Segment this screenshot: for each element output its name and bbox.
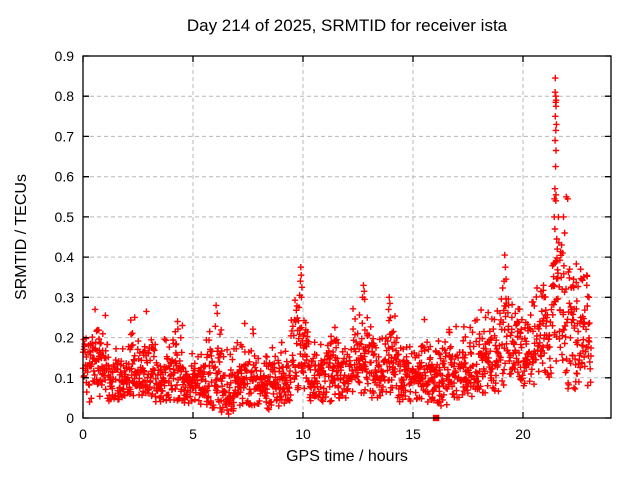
x-tick-label: 5 — [189, 426, 197, 442]
x-axis-label: GPS time / hours — [286, 448, 408, 465]
y-tick-label: 0.1 — [55, 370, 75, 386]
y-tick-label: 0.6 — [55, 169, 75, 185]
y-tick-label: 0.8 — [55, 88, 75, 104]
tick-path — [82, 55, 611, 419]
scatter-marker-path — [79, 74, 595, 418]
y-tick-label: 0.9 — [55, 48, 75, 64]
axes-border — [82, 55, 612, 419]
plot-border — [82, 55, 612, 419]
data-points — [79, 74, 595, 422]
x-tick-label: 0 — [79, 426, 87, 442]
y-tick-label: 0.5 — [55, 209, 75, 225]
y-tick-label: 0.4 — [55, 249, 75, 265]
tick-marks — [82, 55, 611, 419]
y-tick-label: 0 — [66, 410, 74, 426]
y-tick-label: 0.2 — [55, 330, 75, 346]
y-tick-label: 0.7 — [55, 128, 75, 144]
x-tick-label: 10 — [295, 426, 311, 442]
chart-title: Day 214 of 2025, SRMTID for receiver ist… — [186, 16, 508, 35]
x-tick-label: 20 — [515, 426, 531, 442]
x-tick-label: 15 — [405, 426, 421, 442]
tick-labels: 0 0.1 0.2 0.3 0.4 0.5 0.6 0.7 0.8 0.9 0 5 10 15 20 — [55, 48, 531, 442]
y-tick-label: 0.3 — [55, 289, 75, 305]
